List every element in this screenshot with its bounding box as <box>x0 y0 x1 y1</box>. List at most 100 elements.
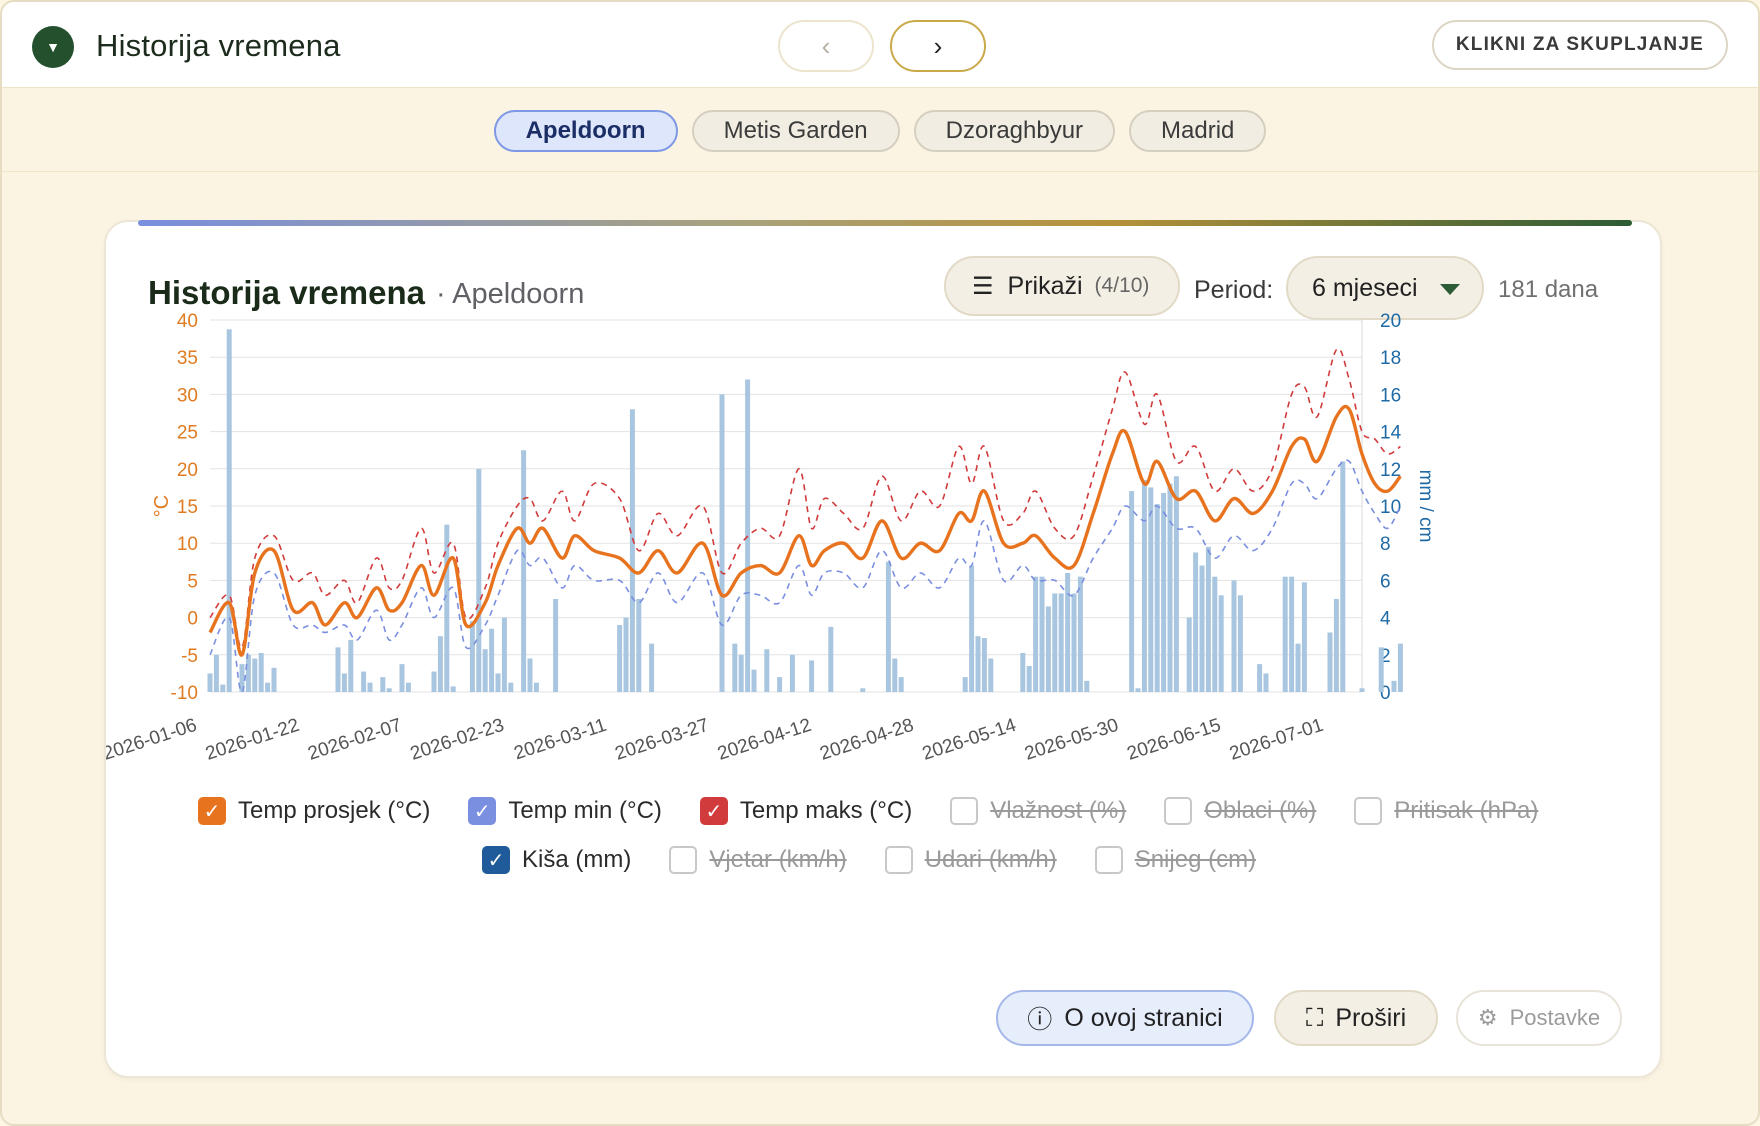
checkbox-checked-icon[interactable]: ✓ <box>198 797 226 825</box>
settings-button[interactable]: ⚙ Postavke <box>1456 990 1622 1046</box>
rain-bar <box>245 654 251 692</box>
rain-bar <box>341 673 347 692</box>
rain-bar <box>220 684 226 692</box>
rain-bar <box>732 643 738 692</box>
rain-bar <box>527 658 533 692</box>
rain-bar <box>239 664 245 692</box>
y-right-tick-label: 8 <box>1380 534 1391 555</box>
x-tick-label: 2026-07-01 <box>1227 715 1326 765</box>
top-bar: ▼ Historija vremena ‹ › KLIKNI ZA SKUPLJ… <box>2 2 1758 88</box>
checkbox-empty-icon[interactable] <box>1094 846 1123 874</box>
rain-bar <box>450 686 456 692</box>
y-left-tick-label: 10 <box>177 534 198 555</box>
rain-bar <box>1033 576 1039 692</box>
x-tick-label: 2026-04-12 <box>715 715 814 765</box>
rain-bar <box>988 658 994 692</box>
legend-item-row2-3[interactable]: Snijeg (cm) <box>1094 846 1256 874</box>
rain-bar <box>1077 576 1083 692</box>
weather-chart: -10-5051015202530354002468101214161820°C… <box>106 311 1436 765</box>
next-button[interactable]: › <box>890 20 986 72</box>
period-value: 6 mjeseci <box>1312 273 1418 302</box>
rain-bar <box>1340 461 1346 692</box>
weather-history-card: Historija vremena · Apeldoorn ☰ Prikaži … <box>104 220 1662 1078</box>
x-tick-label: 2026-03-27 <box>613 715 712 765</box>
rain-bar <box>553 599 559 692</box>
y-left-tick-label: -10 <box>171 683 198 704</box>
rain-bar <box>1052 593 1058 692</box>
legend-item-row1-5[interactable]: Pritisak (hPa) <box>1354 797 1538 825</box>
tab-location-3[interactable]: Madrid <box>1129 110 1267 152</box>
legend-item-row2-0[interactable]: ✓ Kiša (mm) <box>482 846 631 874</box>
rain-bar <box>533 682 539 692</box>
checkbox-empty-icon[interactable] <box>669 846 698 874</box>
divider <box>2 171 1758 172</box>
rain-bar <box>1397 643 1403 692</box>
rain-bar <box>226 329 232 692</box>
gear-icon: ⚙ <box>1477 1005 1498 1030</box>
legend-item-row1-2[interactable]: ✓ Temp maks (°C) <box>699 797 912 825</box>
checkbox-checked-icon[interactable]: ✓ <box>699 797 728 825</box>
tab-location-0[interactable]: Apeldoorn <box>493 110 678 152</box>
rain-bar <box>386 688 392 692</box>
y-left-tick-label: 20 <box>177 460 198 481</box>
tab-location-1[interactable]: Metis Garden <box>691 110 900 152</box>
rain-bar <box>617 625 623 692</box>
legend-item-row1-4[interactable]: Oblaci (%) <box>1164 797 1316 825</box>
legend-label: Pritisak (hPa) <box>1394 797 1539 824</box>
period-select[interactable]: 6 mjeseci <box>1286 256 1484 320</box>
rain-bar <box>719 394 725 692</box>
y-left-tick-label: 30 <box>177 385 198 406</box>
legend-item-row2-2[interactable]: Udari (km/h) <box>884 846 1057 874</box>
rain-bar <box>1186 617 1192 692</box>
checkbox-empty-icon[interactable] <box>1354 797 1383 825</box>
show-series-button[interactable]: ☰ Prikaži (4/10) <box>944 256 1180 316</box>
temp-avg-line <box>208 404 1402 657</box>
rain-bar <box>1205 546 1211 692</box>
checkbox-empty-icon[interactable] <box>950 797 979 825</box>
tab-location-2[interactable]: Dzoraghbyur <box>913 110 1116 152</box>
checkbox-checked-icon[interactable]: ✓ <box>482 846 510 874</box>
collapse-button[interactable]: KLIKNI ZA SKUPLJANJE <box>1431 20 1728 70</box>
card-accent-bar <box>138 220 1632 226</box>
location-tabs: Apeldoorn Metis Garden Dzoraghbyur Madri… <box>2 110 1758 152</box>
legend-item-row1-1[interactable]: ✓ Temp min (°C) <box>468 797 662 825</box>
rain-bar <box>1391 680 1397 692</box>
rain-bar <box>1071 593 1077 692</box>
legend-item-row1-3[interactable]: Vlažnost (%) <box>950 797 1126 825</box>
y-right-tick-label: 0 <box>1380 683 1391 704</box>
rain-bar <box>828 626 834 692</box>
info-icon: ⓘ <box>1027 1006 1053 1034</box>
collapse-toggle-icon[interactable]: ▼ <box>32 26 74 68</box>
rain-bar <box>809 660 815 692</box>
expand-button[interactable]: ⛶ Proširi <box>1274 990 1438 1046</box>
checkbox-checked-icon[interactable]: ✓ <box>468 797 497 825</box>
x-tick-label: 2026-01-06 <box>106 715 200 765</box>
rain-bar <box>399 664 405 692</box>
y-left-tick-label: 15 <box>177 497 198 518</box>
rain-bar <box>367 682 373 692</box>
rain-bar <box>1237 595 1243 692</box>
rain-bar <box>361 671 367 692</box>
show-label: Prikaži <box>1007 271 1083 300</box>
rain-bar <box>431 671 437 692</box>
legend-item-row1-0[interactable]: ✓ Temp prosjek (°C) <box>198 797 430 825</box>
rain-bar <box>969 565 975 692</box>
rain-bar <box>444 524 450 692</box>
y-left-tick-label: 0 <box>187 609 198 630</box>
checkbox-empty-icon[interactable] <box>1164 797 1193 825</box>
legend-label: Oblaci (%) <box>1204 797 1317 824</box>
legend-item-row2-1[interactable]: Vjetar (km/h) <box>669 846 847 874</box>
prev-button[interactable]: ‹ <box>778 20 874 72</box>
rain-bar <box>764 649 770 692</box>
rain-bar <box>1020 652 1026 692</box>
rain-bar <box>213 654 219 692</box>
about-button[interactable]: ⓘ O ovoj stranici <box>996 990 1254 1046</box>
rain-bar <box>1084 680 1090 692</box>
rain-bar <box>348 639 354 692</box>
rain-bar <box>777 677 783 692</box>
days-count: 181 dana <box>1498 276 1599 303</box>
checkbox-empty-icon[interactable] <box>884 846 913 874</box>
period-label: Period: <box>1194 276 1274 304</box>
rain-bar <box>482 649 488 692</box>
